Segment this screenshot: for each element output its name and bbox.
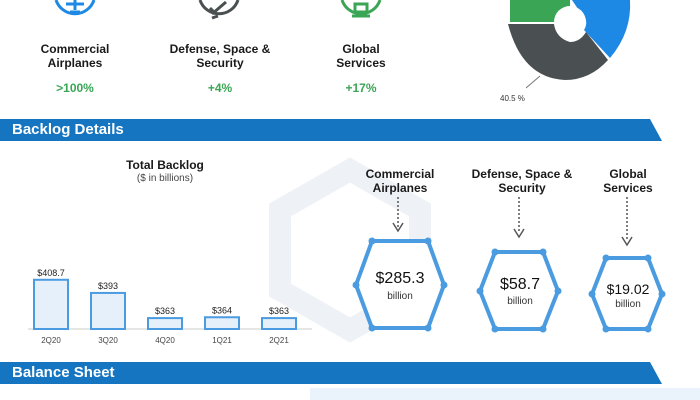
- total-backlog-bar-chart: $408.7 2Q20 $393 3Q20 $363 4Q20 $364 1Q21 $363 2Q…: [28, 268, 312, 345]
- wrench-icon: [340, 0, 382, 18]
- banner-backlog-text: Backlog Details: [12, 121, 124, 138]
- backlog-segment-label-defense: Defense, Space & Security: [471, 167, 573, 195]
- bar-category-label: 3Q20: [98, 336, 118, 345]
- segment-label-defense: Defense, Space & Security: [169, 42, 271, 70]
- banner-backlog-tail: [640, 119, 662, 141]
- backlog-value-services: $19.02: [606, 281, 650, 297]
- revenue-donut-chart: [508, 0, 631, 89]
- bar-2Q21: [261, 317, 297, 331]
- segment-change-defense: +4%: [207, 81, 233, 95]
- bar-category-label: 4Q20: [155, 336, 175, 345]
- banner-backlog-details: Backlog Details: [0, 119, 640, 141]
- backlog-unit-commercial: billion: [387, 291, 413, 302]
- donut-label: 40.5 %: [500, 94, 525, 103]
- segment-change-services: +17%: [345, 81, 377, 95]
- donut-slice-gray: [508, 24, 608, 80]
- backlog-segment-label-commercial: Commercial Airplanes: [365, 167, 435, 195]
- rocket-icon: [198, 0, 240, 20]
- bar-3Q20: [90, 291, 126, 330]
- segment-label-commercial: Commercial Airplanes: [40, 42, 110, 70]
- banner-balance-tail: [640, 362, 662, 384]
- bar-1Q21: [204, 316, 240, 330]
- chart-title: Total Backlog: [126, 158, 204, 172]
- banner-balance-text: Balance Sheet: [12, 364, 115, 381]
- bar-value-label: $393: [98, 281, 118, 291]
- down-arrow-icon: [392, 197, 633, 247]
- bar-2Q20: [33, 278, 69, 330]
- backlog-value-commercial: $285.3: [375, 270, 425, 287]
- bar-category-label: 2Q21: [269, 336, 289, 345]
- balance-sheet-panel: [310, 388, 700, 400]
- bar-value-label: $363: [269, 306, 289, 316]
- bar-value-label: $363: [155, 306, 175, 316]
- bar-value-label: $408.7: [37, 268, 65, 278]
- airplane-icon: [54, 0, 96, 16]
- bar-category-label: 1Q21: [212, 336, 232, 345]
- segment-label-services: Global Services: [336, 42, 386, 70]
- banner-balance-sheet: Balance Sheet: [0, 362, 640, 384]
- bar-category-label: 2Q20: [41, 336, 61, 345]
- backlog-value-defense: $58.7: [499, 276, 541, 293]
- segment-change-commercial: >100%: [56, 81, 94, 95]
- backlog-hexagons: [352, 197, 666, 333]
- backlog-segment-label-services: Global Services: [603, 167, 653, 195]
- backlog-unit-defense: billion: [507, 296, 533, 307]
- backlog-unit-services: billion: [615, 299, 641, 310]
- watermark-logo: [269, 157, 431, 343]
- segment-commercial: [40, 0, 110, 100]
- chart-subtitle: ($ in billions): [136, 173, 194, 184]
- bar-value-label: $364: [212, 305, 232, 315]
- bar-4Q20: [147, 317, 183, 331]
- donut-slice-blue: [572, 0, 631, 58]
